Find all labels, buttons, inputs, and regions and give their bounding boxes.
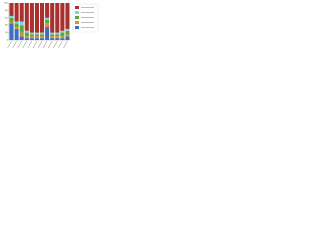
bar-segment xyxy=(65,3,70,29)
bar-segment xyxy=(29,32,34,35)
x-label-stub xyxy=(53,40,58,49)
bar-segment xyxy=(19,21,24,26)
bar-segment xyxy=(65,28,70,31)
bar-segment xyxy=(60,30,65,33)
bar-segment xyxy=(29,34,34,37)
legend-swatch xyxy=(75,16,79,19)
y-tick-label: 40 xyxy=(5,25,8,27)
bar-segment xyxy=(50,36,55,39)
chart: 0 20 40 60 80 100 xyxy=(0,0,100,68)
bar-segment xyxy=(55,38,60,40)
x-label-stub xyxy=(42,40,48,49)
bar-segment xyxy=(9,15,14,18)
bar-segment xyxy=(24,30,29,33)
bar-segment xyxy=(45,3,50,18)
legend-swatch xyxy=(75,11,79,14)
x-label-stub xyxy=(17,40,22,49)
bar-segment xyxy=(55,36,60,39)
bar-segment xyxy=(60,32,65,37)
bar-segment xyxy=(45,27,50,40)
bar-segment xyxy=(55,3,60,33)
bar-segment xyxy=(19,36,24,40)
bar-segment xyxy=(50,34,55,37)
bar-segment xyxy=(34,38,39,40)
bar-segment xyxy=(55,34,60,37)
bar-segment xyxy=(34,3,39,33)
bar-segment xyxy=(40,36,45,39)
x-label-stub xyxy=(37,40,43,49)
bar-segment xyxy=(50,38,55,40)
x-label-stub xyxy=(12,40,17,49)
x-label-stub xyxy=(22,40,28,49)
bar-segment xyxy=(40,32,45,35)
bar-segment xyxy=(55,32,60,35)
bar-segment xyxy=(19,25,24,33)
bar-segment xyxy=(60,36,65,39)
y-tick-label: 0 xyxy=(6,40,8,42)
bar-segment xyxy=(40,34,45,37)
y-tick-label: 80 xyxy=(5,10,8,12)
bar-segment xyxy=(24,32,29,37)
x-label-stub xyxy=(7,40,12,49)
x-label-stub xyxy=(63,40,68,49)
bar-segment xyxy=(19,3,24,22)
bar-segment xyxy=(60,38,65,40)
bar-segment xyxy=(14,27,19,29)
x-label-stub xyxy=(27,40,33,49)
legend-swatch xyxy=(75,21,79,24)
bar-segment xyxy=(65,36,70,40)
bar-segment xyxy=(19,32,24,37)
bar-segment xyxy=(40,3,45,33)
bar-segment xyxy=(40,38,45,40)
bar-segment xyxy=(34,36,39,39)
bar-segment xyxy=(9,17,14,22)
legend-swatch xyxy=(75,6,79,9)
bar-segment xyxy=(24,3,29,31)
bar-segment xyxy=(9,3,14,16)
bar-segment xyxy=(29,36,34,39)
bar-segment xyxy=(14,23,19,28)
bar-segment xyxy=(65,30,70,35)
bar-segment xyxy=(60,3,65,31)
bar-segment xyxy=(9,23,14,40)
bar-segment xyxy=(24,38,29,40)
y-tick-label: 60 xyxy=(5,17,8,19)
bar-segment xyxy=(14,3,19,22)
bar-segment xyxy=(14,28,19,40)
legend-swatch xyxy=(75,26,79,29)
bar-segment xyxy=(29,3,34,33)
bar-segment xyxy=(9,21,14,24)
bar-segment xyxy=(34,34,39,37)
bar-segment xyxy=(24,36,29,39)
bar-segment xyxy=(29,38,34,40)
y-tick-label: 100 xyxy=(4,3,9,5)
bar-segment xyxy=(14,21,19,24)
x-label-stub xyxy=(47,40,53,49)
bar-segment xyxy=(65,34,70,37)
page: {"chart_data": {"type": "stacked_bar", "… xyxy=(0,0,100,68)
bar-segment xyxy=(34,32,39,35)
bar-segment xyxy=(45,19,50,24)
bar-segment xyxy=(45,17,50,20)
x-label-stub xyxy=(32,40,38,49)
bar-segment xyxy=(50,3,55,33)
x-label-stub xyxy=(58,40,63,49)
y-tick-label: 20 xyxy=(5,32,8,34)
bar-segment xyxy=(45,23,50,28)
bar-segment xyxy=(50,32,55,35)
